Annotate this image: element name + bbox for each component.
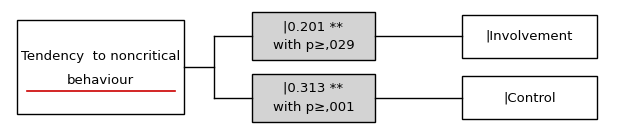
Text: |Involvement: |Involvement <box>486 30 573 43</box>
Text: |0.313 **: |0.313 ** <box>284 82 343 95</box>
Text: |0.201 **: |0.201 ** <box>284 20 343 33</box>
FancyBboxPatch shape <box>462 76 597 119</box>
FancyBboxPatch shape <box>462 15 597 58</box>
Text: Tendency  to noncritical: Tendency to noncritical <box>21 50 180 63</box>
Text: behaviour: behaviour <box>67 74 134 87</box>
Text: with p≥,001: with p≥,001 <box>272 101 355 114</box>
Text: with p≥,029: with p≥,029 <box>272 39 355 52</box>
FancyBboxPatch shape <box>252 12 375 60</box>
FancyBboxPatch shape <box>252 74 375 122</box>
Text: |Control: |Control <box>503 91 555 104</box>
FancyBboxPatch shape <box>17 20 184 114</box>
